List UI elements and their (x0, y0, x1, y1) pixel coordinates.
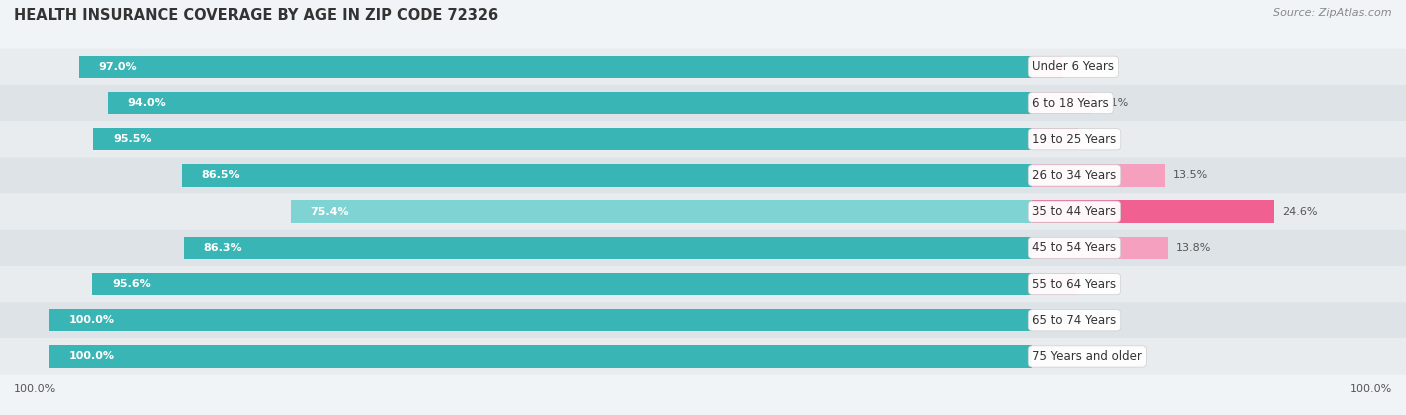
Text: 75.4%: 75.4% (311, 207, 349, 217)
Text: 86.5%: 86.5% (201, 171, 240, 181)
Bar (1032, 128, 1077, 151)
Bar (1032, 273, 1076, 295)
FancyBboxPatch shape (0, 266, 1406, 302)
FancyBboxPatch shape (0, 157, 1406, 193)
FancyBboxPatch shape (0, 193, 1406, 230)
FancyBboxPatch shape (0, 121, 1406, 157)
Bar (49, 309, 1032, 332)
Text: 100.0%: 100.0% (69, 315, 115, 325)
Text: 6.1%: 6.1% (1101, 98, 1129, 108)
Bar (1032, 237, 1168, 259)
Bar (1032, 164, 1166, 187)
Text: 55 to 64 Years: 55 to 64 Years (1032, 278, 1116, 290)
Text: 13.5%: 13.5% (1173, 171, 1208, 181)
FancyBboxPatch shape (0, 85, 1406, 121)
Text: 3.1%: 3.1% (1071, 62, 1099, 72)
Bar (108, 92, 1032, 114)
Bar (93, 128, 1032, 151)
Bar (1032, 92, 1092, 114)
Text: 95.5%: 95.5% (112, 134, 152, 144)
Bar (184, 237, 1032, 259)
Bar (181, 164, 1032, 187)
Text: 45 to 54 Years: 45 to 54 Years (1032, 242, 1116, 254)
Bar (93, 273, 1032, 295)
Text: 100.0%: 100.0% (14, 384, 56, 394)
Bar (291, 200, 1032, 223)
Text: 86.3%: 86.3% (204, 243, 242, 253)
Bar (79, 56, 1032, 78)
FancyBboxPatch shape (0, 49, 1406, 85)
Text: 97.0%: 97.0% (98, 62, 136, 72)
Text: 0.0%: 0.0% (1040, 352, 1069, 361)
Text: Under 6 Years: Under 6 Years (1032, 60, 1115, 73)
FancyBboxPatch shape (0, 338, 1406, 375)
Bar (49, 345, 1032, 368)
Bar (1032, 56, 1063, 78)
Text: 19 to 25 Years: 19 to 25 Years (1032, 133, 1116, 146)
Text: 26 to 34 Years: 26 to 34 Years (1032, 169, 1116, 182)
FancyBboxPatch shape (0, 302, 1406, 338)
Text: 100.0%: 100.0% (69, 352, 115, 361)
FancyBboxPatch shape (0, 230, 1406, 266)
Text: 0.0%: 0.0% (1040, 315, 1069, 325)
Text: 100.0%: 100.0% (1350, 384, 1392, 394)
Text: 75 Years and older: 75 Years and older (1032, 350, 1142, 363)
Text: 4.4%: 4.4% (1084, 279, 1112, 289)
Text: 6 to 18 Years: 6 to 18 Years (1032, 97, 1109, 110)
Text: 24.6%: 24.6% (1282, 207, 1317, 217)
Text: Source: ZipAtlas.com: Source: ZipAtlas.com (1274, 8, 1392, 18)
Text: 35 to 44 Years: 35 to 44 Years (1032, 205, 1116, 218)
Text: 94.0%: 94.0% (128, 98, 166, 108)
Text: HEALTH INSURANCE COVERAGE BY AGE IN ZIP CODE 72326: HEALTH INSURANCE COVERAGE BY AGE IN ZIP … (14, 8, 498, 23)
Text: 4.6%: 4.6% (1085, 134, 1114, 144)
Bar (1032, 200, 1274, 223)
Text: 13.8%: 13.8% (1175, 243, 1212, 253)
Text: 65 to 74 Years: 65 to 74 Years (1032, 314, 1116, 327)
Text: 95.6%: 95.6% (112, 279, 150, 289)
